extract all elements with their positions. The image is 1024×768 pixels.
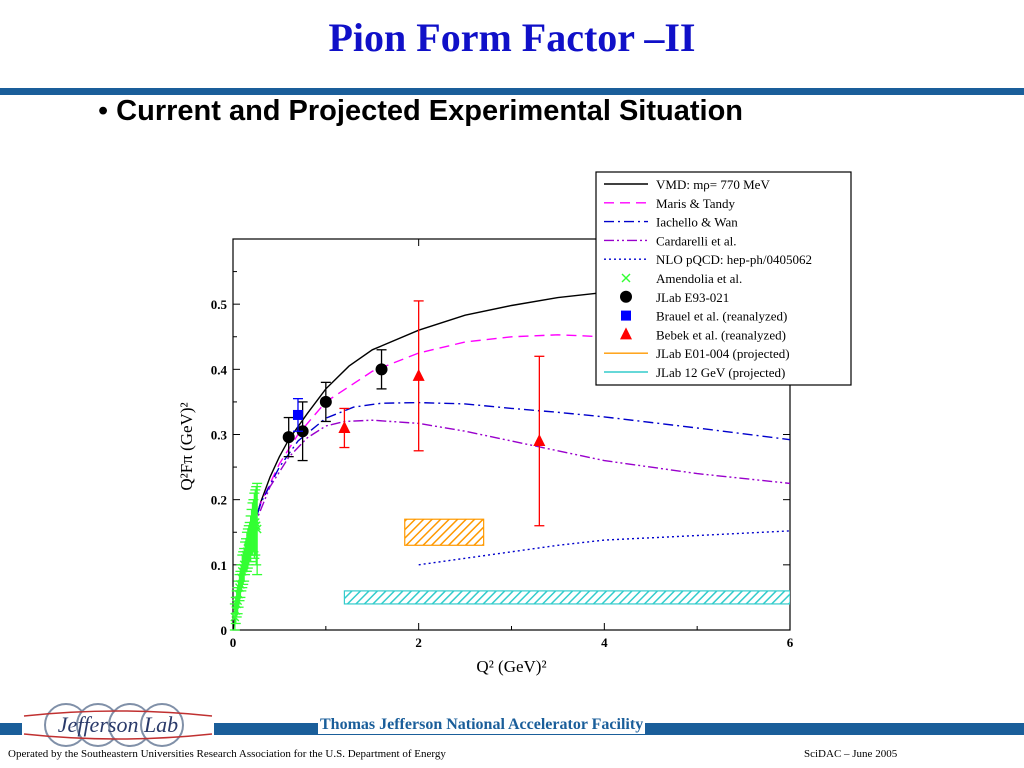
slide-title: Pion Form Factor –II xyxy=(328,15,696,60)
cross-stroke xyxy=(251,521,261,531)
cardarelli-curve xyxy=(250,419,790,533)
y-axis-label: Q²Fπ (GeV)² xyxy=(177,402,196,490)
y-tick-label: 0.2 xyxy=(211,493,227,508)
footer-conference: SciDAC – June 2005 xyxy=(804,748,898,760)
e01-legend-label: JLab E01-004 (projected) xyxy=(656,346,790,361)
x-tick-label: 2 xyxy=(415,635,422,650)
iachello-curve xyxy=(250,401,790,533)
x-tick-label: 6 xyxy=(787,635,794,650)
amendolia-point xyxy=(251,521,261,531)
amendolia-point xyxy=(250,517,260,527)
nlo-legend-label: NLO pQCD: hep-ph/0405062 xyxy=(656,252,812,267)
jlab12-band xyxy=(343,590,790,605)
vmd-legend-label: VMD: mρ= 770 MeV xyxy=(656,177,770,192)
e93-point xyxy=(319,395,332,408)
legend-box xyxy=(595,171,852,386)
e93-legend-marker xyxy=(620,290,632,303)
e93-point xyxy=(375,363,388,376)
footer-operated-by: Operated by the Southeastern Universitie… xyxy=(8,748,446,760)
footer-bar-left xyxy=(0,723,22,735)
cross-stroke xyxy=(252,524,262,534)
e01-band xyxy=(404,518,485,546)
brauel-point xyxy=(292,409,303,420)
bebek-point xyxy=(412,368,425,381)
bebek-legend-label: Bebek et al. (reanalyzed) xyxy=(656,327,786,342)
nlo-curve xyxy=(418,530,790,566)
jlab12-legend-label: JLab 12 GeV (projected) xyxy=(656,365,785,380)
y-tick-label: 0.1 xyxy=(211,558,227,573)
cardarelli-legend-label: Cardarelli et al. xyxy=(656,233,737,248)
y-tick-label: 0.5 xyxy=(211,297,228,312)
logo-text: Jefferson Lab xyxy=(58,712,178,737)
bullet-item: • Current and Projected Experimental Situ… xyxy=(98,95,743,128)
amendolia-legend-label: Amendolia et al. xyxy=(656,271,742,286)
x-tick-label: 4 xyxy=(601,635,608,650)
brauel-legend-marker xyxy=(621,310,631,321)
maris-curve xyxy=(241,334,651,573)
amendolia-legend-marker xyxy=(621,273,631,283)
footer-facility: Thomas Jefferson National Accelerator Fa… xyxy=(318,716,646,734)
title-rule xyxy=(0,88,1024,95)
bebek-point xyxy=(338,420,351,433)
jefferson-lab-logo: Jefferson Lab xyxy=(23,703,213,747)
bebek-legend-marker xyxy=(620,327,632,340)
e93-legend-label: JLab E93-021 xyxy=(656,290,729,305)
cross-stroke xyxy=(621,273,631,283)
x-tick-label: 0 xyxy=(230,635,237,650)
amendolia-point xyxy=(252,524,262,534)
bullet-text: Current and Projected Experimental Situa… xyxy=(116,95,743,127)
y-tick-label: 0.4 xyxy=(211,362,228,377)
maris-legend-label: Maris & Tandy xyxy=(656,196,736,211)
pion-form-factor-chart: 0 2 4 6 0 0.1 0.2 0.3 0.4 0.5 Q² (GeV)² Q²Fπ (GeV)²… xyxy=(177,171,852,676)
bullet-dot: • xyxy=(98,95,109,127)
brauel-legend-label: Brauel et al. (reanalyzed) xyxy=(656,309,787,324)
x-axis-label: Q² (GeV)² xyxy=(476,657,546,676)
y-tick-label: 0 xyxy=(221,623,228,638)
bebek-point xyxy=(533,434,546,447)
iachello-legend-label: Iachello & Wan xyxy=(656,215,738,230)
y-tick-label: 0.3 xyxy=(211,428,228,443)
cross-stroke xyxy=(250,517,260,527)
e93-point xyxy=(282,431,295,444)
